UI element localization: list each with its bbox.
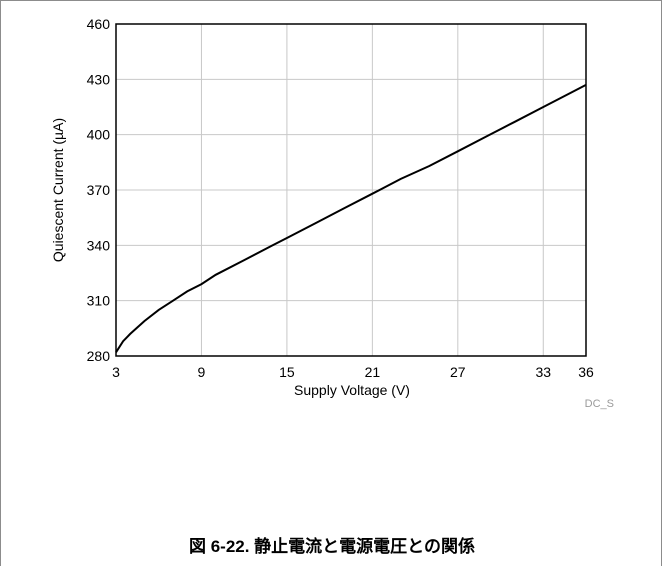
y-tick-label: 310	[87, 293, 111, 309]
y-tick-label: 400	[87, 127, 111, 143]
figure-caption: 図 6-22. 静止電流と電源電圧との関係	[188, 537, 476, 556]
plot-border	[115, 23, 587, 357]
y-tick-label: 430	[87, 71, 111, 87]
x-tick-label: 27	[450, 364, 466, 380]
x-tick-labels: 3 9 15 21 27 33 36	[112, 364, 594, 380]
x-axis-label: Supply Voltage (V)	[294, 382, 410, 398]
x-tick-label: 3	[112, 364, 120, 380]
y-axis-label: Quiescent Current (µA)	[50, 118, 66, 262]
y-tick-label: 460	[87, 16, 111, 32]
y-tick-label: 280	[87, 348, 111, 364]
series-line-quiescent-current	[115, 84, 587, 353]
x-tick-label: 36	[578, 364, 594, 380]
figure-code-label: DC_S	[585, 398, 614, 410]
y-tick-label: 340	[87, 237, 111, 253]
y-tick-labels: 280 310 340 370 400 430 460	[87, 16, 111, 364]
x-tick-label: 33	[535, 364, 551, 380]
grid	[116, 24, 586, 356]
x-tick-label: 9	[198, 364, 206, 380]
x-tick-label: 15	[279, 364, 295, 380]
x-tick-label: 21	[365, 364, 381, 380]
y-tick-label: 370	[87, 182, 111, 198]
